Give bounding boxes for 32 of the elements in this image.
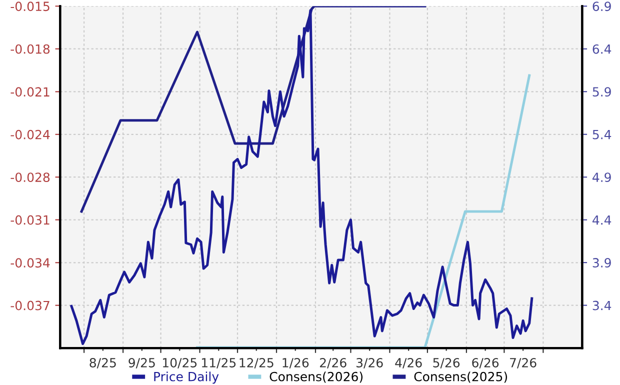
x-tick-label: 3/26	[356, 358, 383, 368]
y2-tick-label: 4.4	[592, 215, 612, 225]
x-tick-label: 9/25	[128, 358, 155, 368]
y-tick-label: -0.031	[10, 215, 50, 225]
x-tick-label: 6/26	[472, 358, 499, 368]
x-tick-label: 7/26	[510, 358, 536, 368]
x-tick-label: 8/25	[90, 358, 116, 368]
y-tick-label: -0.034	[10, 258, 50, 268]
line-series	[70, 9, 534, 346]
y-tick-label: -0.015	[10, 2, 50, 12]
y-tick-label: -0.021	[10, 87, 50, 97]
y2-tick-label: 5.4	[592, 130, 612, 140]
y-tick-label: -0.018	[10, 44, 50, 54]
y2-tick-label: 5.9	[592, 87, 611, 97]
y2-tick-label: 3.4	[592, 300, 612, 310]
x-tick-label: 4/26	[395, 358, 422, 368]
y2-tick-label: 6.9	[592, 2, 611, 12]
y2-tick-label: 6.4	[592, 44, 612, 54]
legend-label: Consens(2025)	[414, 372, 508, 383]
x-tick-label: 2/26	[320, 358, 346, 368]
y2-tick-label: 4.9	[592, 172, 611, 182]
x-tick-label: 10/25	[163, 358, 197, 368]
y-tick-label: -0.024	[10, 130, 50, 140]
x-tick-label: 5/26	[433, 358, 460, 368]
legend-label: Price Daily	[154, 372, 219, 384]
x-tick-label: 1/26	[282, 358, 309, 368]
y2-tick-label: 3.9	[592, 258, 611, 268]
y-tick-label: -0.028	[10, 172, 50, 182]
x-tick-label: 12/25	[240, 358, 274, 368]
legend-label: Consens(2026)	[270, 372, 363, 383]
y-tick-label: -0.037	[10, 300, 50, 310]
x-tick-label: 11/25	[202, 358, 236, 368]
